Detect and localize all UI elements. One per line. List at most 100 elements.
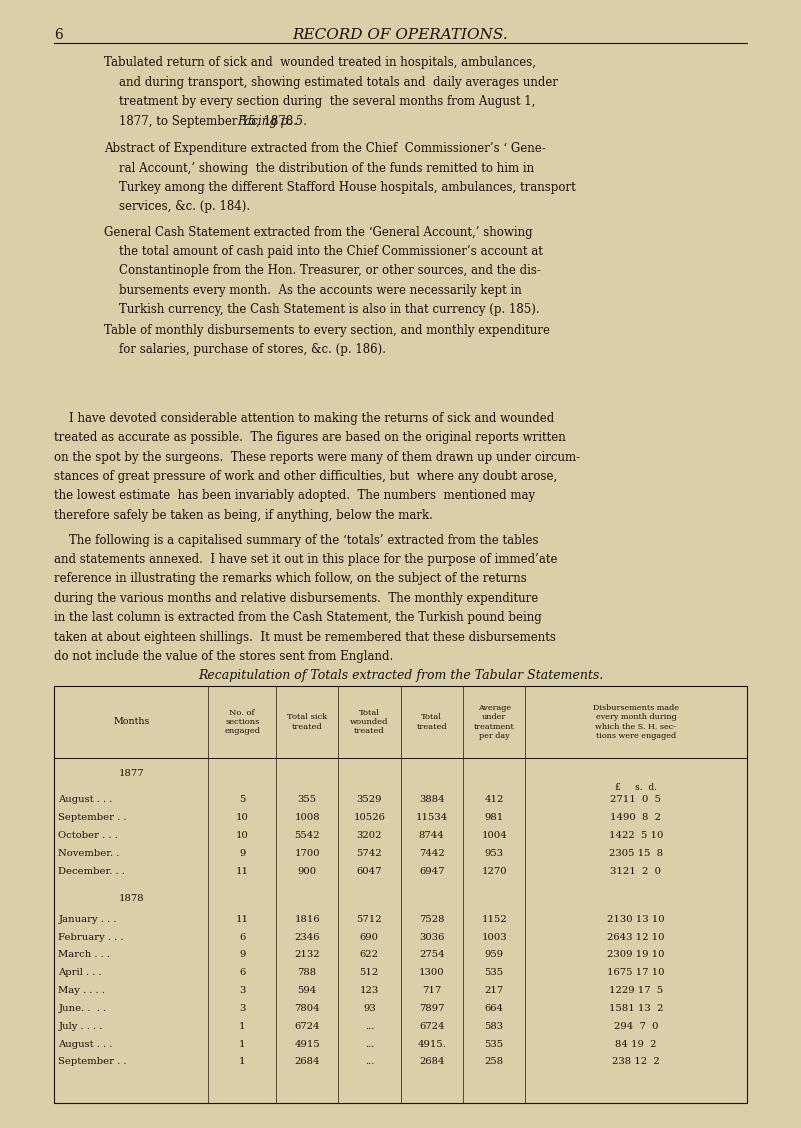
Text: Total
treated: Total treated <box>417 713 447 731</box>
Text: I have devoted considerable attention to making the returns of sick and wounded: I have devoted considerable attention to… <box>54 412 555 425</box>
Text: 93: 93 <box>363 1004 376 1013</box>
Text: 535: 535 <box>485 1040 504 1049</box>
Text: 3121  2  0: 3121 2 0 <box>610 866 662 875</box>
Text: 84 19  2: 84 19 2 <box>615 1040 657 1049</box>
Text: 7442: 7442 <box>419 849 445 858</box>
Text: 5712: 5712 <box>356 915 382 924</box>
Text: 238 12  2: 238 12 2 <box>612 1057 660 1066</box>
Text: 2684: 2684 <box>419 1057 445 1066</box>
Text: 953: 953 <box>485 849 504 858</box>
Text: stances of great pressure of work and other difficulties, but  where any doubt a: stances of great pressure of work and ot… <box>54 470 557 483</box>
Text: Table of monthly disbursements to every section, and monthly expenditure: Table of monthly disbursements to every … <box>104 324 550 337</box>
Bar <box>54 686 747 1103</box>
Text: £     s.  d.: £ s. d. <box>615 783 657 792</box>
Text: bursements every month.  As the accounts were necessarily kept in: bursements every month. As the accounts … <box>104 284 522 297</box>
Text: 512: 512 <box>360 968 379 977</box>
Text: 10: 10 <box>235 831 249 840</box>
Text: 5542: 5542 <box>295 831 320 840</box>
Text: 535: 535 <box>485 968 504 977</box>
Text: 11534: 11534 <box>416 813 448 822</box>
Text: 2132: 2132 <box>295 951 320 960</box>
Text: February . . .: February . . . <box>58 933 124 942</box>
Text: May . . . .: May . . . . <box>58 986 106 995</box>
Text: Turkey among the different Stafford House hospitals, ambulances, transport: Turkey among the different Stafford Hous… <box>104 180 576 194</box>
Text: 7804: 7804 <box>295 1004 320 1013</box>
Text: 981: 981 <box>485 813 504 822</box>
Text: 1229 17  5: 1229 17 5 <box>609 986 663 995</box>
Text: 717: 717 <box>422 986 441 995</box>
Text: 7528: 7528 <box>419 915 445 924</box>
Text: 294  7  0: 294 7 0 <box>614 1022 658 1031</box>
Text: reference in illustrating the remarks which follow, on the subject of the return: reference in illustrating the remarks wh… <box>54 572 527 585</box>
Text: October . . .: October . . . <box>58 831 119 840</box>
Text: 3036: 3036 <box>419 933 445 942</box>
Text: 1: 1 <box>239 1022 246 1031</box>
Text: 1004: 1004 <box>481 831 507 840</box>
Text: Abstract of Expenditure extracted from the Chief  Commissioner’s ‘ Gene-: Abstract of Expenditure extracted from t… <box>104 142 545 156</box>
Text: taken at about eighteen shillings.  It must be remembered that these disbursemen: taken at about eighteen shillings. It mu… <box>54 631 557 644</box>
Text: the lowest estimate  has been invariably adopted.  The numbers  mentioned may: the lowest estimate has been invariably … <box>54 490 536 502</box>
Text: and statements annexed.  I have set it out in this place for the purpose of imme: and statements annexed. I have set it ou… <box>54 553 558 566</box>
Text: 2684: 2684 <box>295 1057 320 1066</box>
Text: 594: 594 <box>297 986 317 995</box>
Text: therefore safely be taken as being, if anything, below the mark.: therefore safely be taken as being, if a… <box>54 509 433 522</box>
Text: 412: 412 <box>485 795 504 804</box>
Text: 6: 6 <box>54 28 63 42</box>
Text: 1877: 1877 <box>119 768 144 777</box>
Text: treatment by every section during  the several months from August 1,: treatment by every section during the se… <box>104 95 536 108</box>
Text: September . .: September . . <box>58 1057 127 1066</box>
Text: 10: 10 <box>235 813 249 822</box>
Text: 1003: 1003 <box>481 933 507 942</box>
Text: 2305 15  8: 2305 15 8 <box>609 849 663 858</box>
Text: July . . . .: July . . . . <box>58 1022 103 1031</box>
Text: 6724: 6724 <box>295 1022 320 1031</box>
Text: 1877, to September 15, 1878.: 1877, to September 15, 1878. <box>104 115 304 127</box>
Text: Tabulated return of sick and  wounded treated in hospitals, ambulances,: Tabulated return of sick and wounded tre… <box>104 56 536 70</box>
Text: Months: Months <box>113 717 150 726</box>
Text: 3202: 3202 <box>356 831 382 840</box>
Text: in the last column is extracted from the Cash Statement, the Turkish pound being: in the last column is extracted from the… <box>54 611 542 624</box>
Text: 3: 3 <box>239 1004 245 1013</box>
Text: ral Account,’ showing  the distribution of the funds remitted to him in: ral Account,’ showing the distribution o… <box>104 161 534 175</box>
Text: April . . .: April . . . <box>58 968 102 977</box>
Text: Disbursements made
every month during
which the S. H. sec-
tions were engaged: Disbursements made every month during wh… <box>593 704 679 740</box>
Text: Recapitulation of Totals extracted from the Tabular Statements.: Recapitulation of Totals extracted from … <box>198 669 603 682</box>
Text: 9: 9 <box>239 951 245 960</box>
Text: Average
under
treatment
per day: Average under treatment per day <box>474 704 514 740</box>
Text: 4915.: 4915. <box>417 1040 446 1049</box>
Text: 11: 11 <box>235 866 249 875</box>
Text: 3: 3 <box>239 986 245 995</box>
Text: 583: 583 <box>485 1022 504 1031</box>
Text: 11: 11 <box>235 915 249 924</box>
Text: 7897: 7897 <box>419 1004 445 1013</box>
Text: 2309 19 10: 2309 19 10 <box>607 951 665 960</box>
Text: December. . .: December. . . <box>58 866 125 875</box>
Text: on the spot by the surgeons.  These reports were many of them drawn up under cir: on the spot by the surgeons. These repor… <box>54 450 581 464</box>
Text: 10526: 10526 <box>353 813 385 822</box>
Text: Turkish currency, the Cash Statement is also in that currency (p. 185).: Turkish currency, the Cash Statement is … <box>104 303 540 316</box>
Text: 1816: 1816 <box>295 915 320 924</box>
Text: during the various months and relative disbursements.  The monthly expenditure: during the various months and relative d… <box>54 592 539 605</box>
Text: 3884: 3884 <box>419 795 445 804</box>
Text: 1700: 1700 <box>295 849 320 858</box>
Text: 1300: 1300 <box>419 968 445 977</box>
Text: 258: 258 <box>485 1057 504 1066</box>
Text: January . . .: January . . . <box>58 915 117 924</box>
Text: services, &c. (p. 184).: services, &c. (p. 184). <box>104 201 250 213</box>
Text: September . .: September . . <box>58 813 127 822</box>
Text: 6: 6 <box>239 968 245 977</box>
Text: March . . .: March . . . <box>58 951 111 960</box>
Text: November. .: November. . <box>58 849 123 858</box>
Text: 2346: 2346 <box>295 933 320 942</box>
Text: the total amount of cash paid into the Chief Commissioner’s account at: the total amount of cash paid into the C… <box>104 245 543 258</box>
Text: 2643 12 10: 2643 12 10 <box>607 933 665 942</box>
Text: ...: ... <box>364 1022 374 1031</box>
Text: 1490  8  2: 1490 8 2 <box>610 813 662 822</box>
Text: 8744: 8744 <box>419 831 445 840</box>
Text: 2754: 2754 <box>419 951 445 960</box>
Text: The following is a capitalised summary of the ‘totals’ extracted from the tables: The following is a capitalised summary o… <box>54 534 539 547</box>
Text: 355: 355 <box>298 795 316 804</box>
Text: No. of
sections
engaged: No. of sections engaged <box>224 708 260 735</box>
Text: RECORD OF OPERATIONS.: RECORD OF OPERATIONS. <box>292 28 509 42</box>
Text: 1675 17 10: 1675 17 10 <box>607 968 665 977</box>
